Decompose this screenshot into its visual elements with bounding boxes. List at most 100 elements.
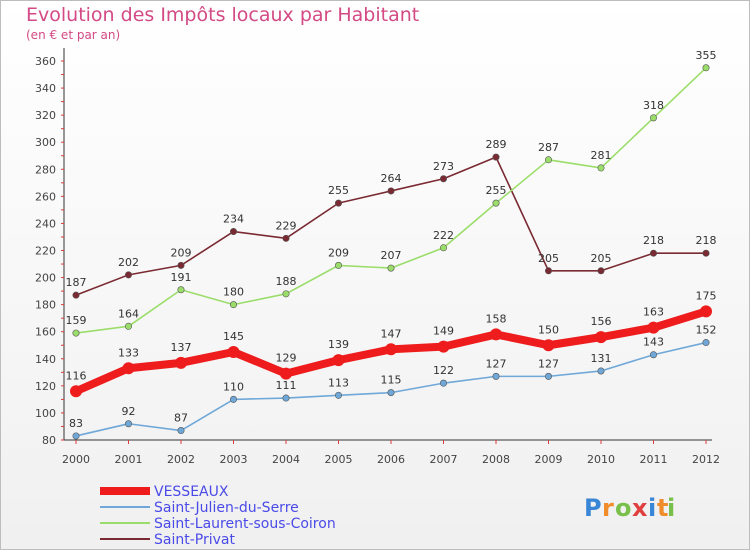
y-tick-label: 220 (35, 245, 56, 258)
data-point (334, 391, 342, 399)
data-label: 152 (696, 324, 717, 337)
data-point (647, 321, 660, 334)
data-label: 180 (223, 286, 244, 299)
data-label: 92 (122, 405, 136, 418)
data-point (334, 261, 342, 269)
data-label: 287 (538, 141, 559, 154)
logo-letter: i (667, 494, 675, 522)
y-tick-label: 240 (35, 217, 56, 230)
x-tick-label: 2003 (220, 453, 248, 466)
data-label: 281 (591, 149, 612, 162)
logo-letter: o (615, 494, 632, 522)
data-label: 234 (223, 213, 244, 226)
data-point (177, 427, 185, 435)
data-label: 133 (118, 346, 139, 359)
data-label: 83 (69, 417, 83, 430)
data-label: 111 (276, 379, 297, 392)
data-label: 191 (171, 271, 192, 284)
data-point (177, 261, 185, 269)
data-point (125, 271, 133, 279)
data-label: 273 (433, 160, 454, 173)
data-point (125, 322, 133, 330)
y-tick-label: 280 (35, 163, 56, 176)
axes: 80 100 120 140 160 180 200 220 240 260 280 300 320 34… (35, 48, 720, 466)
x-tick-label: 2007 (430, 453, 458, 466)
y-tick-label: 140 (35, 353, 56, 366)
data-point (439, 379, 447, 387)
y-tick-label: 360 (35, 55, 56, 68)
y-tick-label: 200 (35, 272, 56, 285)
series-lines (70, 64, 712, 440)
data-point (125, 420, 133, 428)
data-point (597, 367, 605, 375)
x-tick-label: 2002 (167, 453, 195, 466)
data-point (72, 291, 80, 299)
data-label: 229 (276, 219, 297, 232)
data-label: 150 (538, 323, 559, 336)
y-tick-label: 260 (35, 190, 56, 203)
data-point (385, 343, 397, 356)
data-label: 164 (118, 307, 139, 320)
data-point (387, 264, 395, 272)
data-label: 318 (643, 99, 664, 112)
logo-letter: r (602, 494, 614, 522)
data-labels: 187 202 209 234 229 255 264 273 289 205 205 218 218 1… (66, 49, 717, 430)
data-point (702, 64, 710, 72)
data-point (544, 267, 552, 275)
data-point (490, 328, 502, 341)
data-point (387, 187, 395, 195)
data-point (282, 394, 290, 402)
x-tick-label: 2005 (325, 453, 353, 466)
data-label: 175 (696, 289, 717, 302)
data-label: 145 (223, 330, 244, 343)
x-tick-label: 2008 (482, 453, 510, 466)
data-label: 264 (381, 172, 402, 185)
data-label: 116 (66, 369, 87, 382)
data-label: 255 (486, 184, 507, 197)
legend-label: Saint-Julien-du-Serre (154, 500, 299, 516)
y-tick-label: 320 (35, 109, 56, 122)
data-label: 205 (538, 252, 559, 265)
data-point (387, 389, 395, 397)
data-label: 149 (433, 325, 454, 338)
data-point (649, 351, 657, 359)
series-line (75, 67, 707, 334)
data-label: 355 (696, 49, 717, 62)
data-label: 122 (433, 364, 454, 377)
data-label: 147 (381, 327, 402, 340)
data-point (649, 249, 657, 257)
data-label: 113 (328, 376, 349, 389)
logo-letter: i (648, 494, 656, 522)
data-label: 222 (433, 229, 454, 242)
data-label: 110 (223, 380, 244, 393)
data-point (700, 305, 712, 318)
x-tick-label: 2011 (640, 453, 668, 466)
data-point (230, 228, 238, 236)
data-label: 143 (643, 336, 664, 349)
data-label: 209 (328, 246, 349, 259)
data-point (122, 362, 135, 375)
data-label: 158 (486, 312, 507, 325)
legend-label: Saint-Laurent-sous-Coiron (154, 516, 336, 532)
logo-letter: x (632, 494, 648, 522)
data-point (230, 395, 238, 403)
data-point (702, 249, 710, 257)
data-point (649, 114, 657, 122)
data-label: 127 (486, 357, 507, 370)
data-point (175, 356, 187, 369)
data-point (492, 153, 500, 161)
data-label: 129 (276, 352, 297, 365)
data-label: 207 (381, 249, 402, 262)
x-tick-label: 2001 (115, 453, 143, 466)
data-label: 187 (66, 276, 87, 289)
x-tick-label: 2009 (535, 453, 563, 466)
y-tick-label: 160 (35, 326, 56, 339)
logo-letter: P (584, 494, 602, 522)
x-tick-label: 2012 (692, 453, 720, 466)
data-label: 156 (591, 315, 612, 328)
data-label: 188 (276, 275, 297, 288)
y-tick-label: 300 (35, 136, 56, 149)
